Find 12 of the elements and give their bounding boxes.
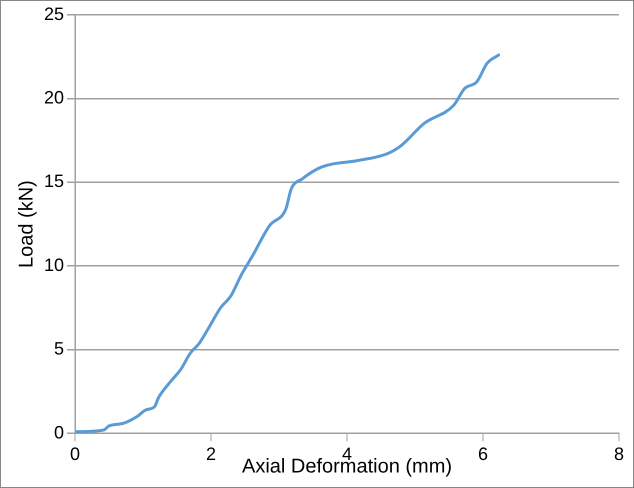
y-tick-label: 10 [44, 254, 64, 275]
line-series [75, 53, 500, 434]
x-tick-label: 0 [70, 444, 80, 464]
x-tick-label: 2 [206, 444, 216, 464]
y-tick-label: 20 [44, 87, 64, 108]
y-tick-label: 15 [44, 171, 64, 192]
y-axis-title: Load (kN) [16, 180, 38, 268]
y-tick-label: 25 [44, 4, 64, 24]
y-tick-label: 0 [54, 422, 64, 442]
y-tick-label: 5 [54, 338, 64, 359]
x-tick-label: 6 [478, 444, 488, 464]
x-tick-label: 8 [614, 444, 624, 464]
